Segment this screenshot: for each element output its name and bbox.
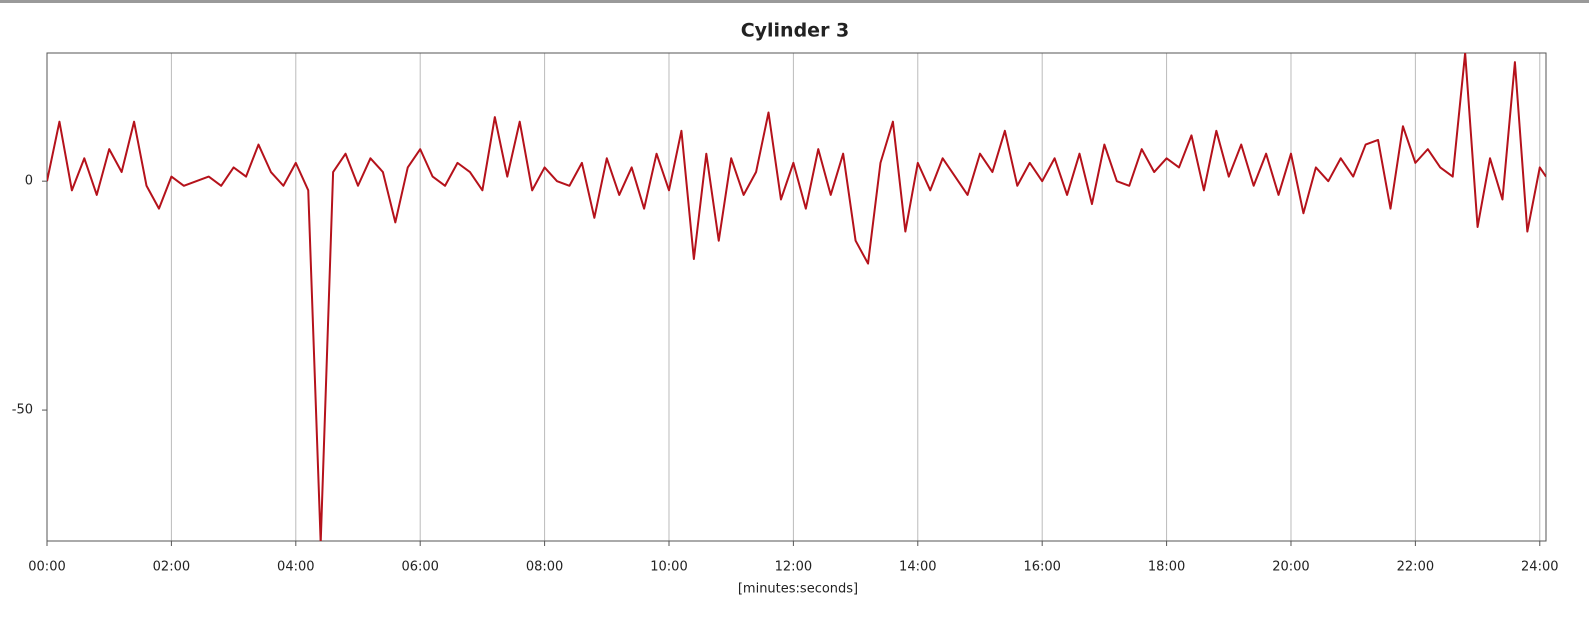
x-tick-label: 14:00 [899, 560, 936, 575]
x-axis-label: [minutes:seconds] [738, 582, 858, 597]
chart-title: Cylinder 3 [741, 20, 850, 42]
x-tick-label: 24:00 [1521, 560, 1558, 575]
plot-area [47, 53, 1546, 541]
x-tick-label: 04:00 [277, 560, 314, 575]
x-tick-label: 00:00 [28, 560, 65, 575]
x-tick-label: 02:00 [153, 560, 190, 575]
x-tick-label: 18:00 [1148, 560, 1185, 575]
plot-frame [46, 52, 1547, 542]
x-tick-label: 10:00 [650, 560, 687, 575]
x-tick-label: 20:00 [1272, 560, 1309, 575]
x-tick-label: 06:00 [401, 560, 438, 575]
window-border [0, 0, 1589, 3]
x-tick-label: 12:00 [775, 560, 812, 575]
data-line [47, 53, 1546, 541]
y-tick-label: -50 [12, 403, 33, 418]
x-tick-label: 16:00 [1023, 560, 1060, 575]
y-tick-label: 0 [25, 174, 33, 189]
x-tick-label: 08:00 [526, 560, 563, 575]
x-tick-label: 22:00 [1397, 560, 1434, 575]
